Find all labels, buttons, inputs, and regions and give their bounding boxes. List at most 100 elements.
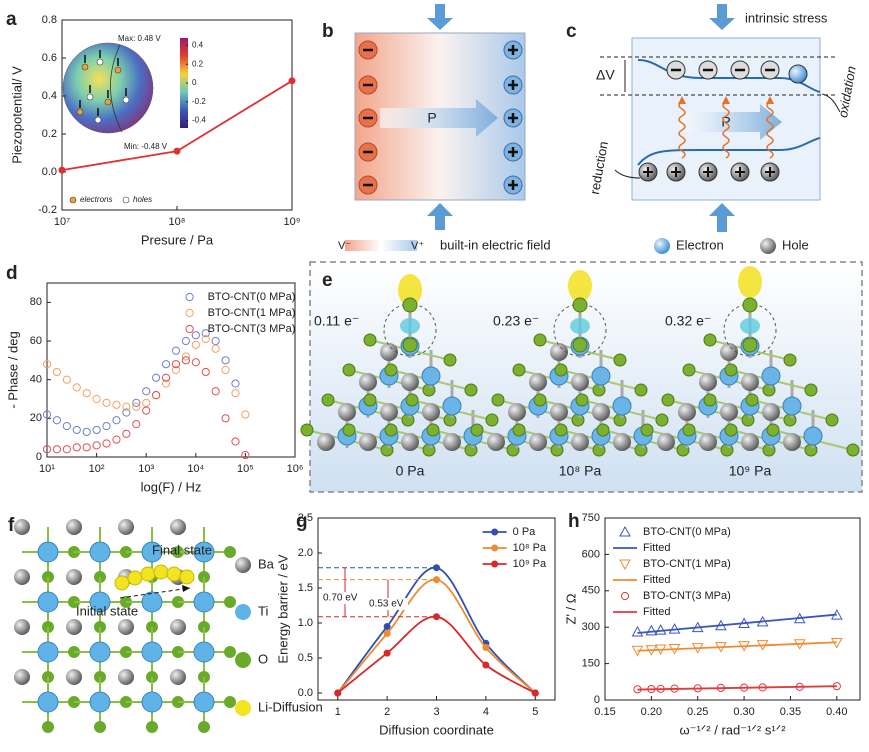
marker — [72, 443, 81, 452]
oxygen — [224, 546, 236, 558]
y-tick-label: 2.5 — [298, 512, 313, 524]
pressure-label: 10⁸ Pa — [559, 463, 602, 479]
x-tick-label: 4 — [483, 706, 489, 718]
field-bar — [345, 240, 417, 251]
oxygen — [655, 413, 669, 427]
panel-label: f — [8, 515, 15, 536]
oxygen — [741, 413, 755, 427]
oxygen — [766, 423, 780, 437]
charge-label: 0.32 e⁻ — [665, 313, 711, 329]
stress-label: intrinsic stress — [745, 10, 828, 25]
electron — [788, 64, 808, 84]
barium — [678, 403, 696, 421]
oxygen — [422, 443, 436, 457]
marker — [181, 352, 190, 361]
polarization-label: P — [427, 110, 436, 126]
marker — [383, 630, 391, 637]
polarization-label: P — [721, 114, 730, 130]
titanium — [141, 691, 163, 713]
barium — [66, 569, 82, 585]
conduction-band — [637, 59, 821, 93]
x-tick-label: 10⁷ — [54, 216, 70, 228]
x-tick-label: 10⁹ — [284, 216, 301, 228]
barium — [613, 433, 631, 451]
oxygen — [550, 443, 564, 457]
x-tick-label: 2 — [384, 706, 390, 718]
min-label: Min: -0.48 V — [124, 142, 168, 151]
lithium — [572, 337, 588, 353]
electron — [81, 63, 89, 71]
marker — [142, 387, 151, 396]
marker — [482, 661, 490, 669]
barium — [380, 343, 398, 361]
barium — [380, 403, 398, 421]
barium — [66, 519, 82, 535]
barium — [66, 619, 82, 635]
oxygen — [533, 333, 547, 347]
oxygen — [720, 443, 734, 457]
marker — [52, 367, 62, 377]
legend-neg: V⁻ — [338, 240, 351, 252]
titanium — [193, 541, 215, 563]
legend-marker — [619, 525, 631, 537]
valence-band — [637, 137, 821, 166]
marker — [92, 425, 101, 435]
marker — [142, 398, 151, 407]
legend-marker — [69, 196, 77, 204]
marker — [161, 379, 171, 388]
panel-label: e — [322, 270, 333, 291]
legend-ti — [235, 604, 251, 620]
legend-text: Li-Diffusion — [258, 699, 323, 714]
crystal — [14, 519, 236, 733]
annotation: 0.53 eV — [369, 599, 404, 610]
barium — [762, 403, 780, 421]
oxygen — [661, 393, 675, 407]
photon — [766, 101, 774, 159]
legend-label: BTO-CNT(3 MPa) — [208, 323, 296, 335]
stress-arrows — [709, 4, 735, 232]
marker — [112, 435, 121, 444]
marker — [142, 406, 151, 415]
lithium — [153, 564, 169, 580]
oxygen — [634, 383, 648, 397]
marker — [132, 398, 141, 407]
barium — [118, 619, 134, 635]
marker — [211, 387, 220, 396]
oxygen — [592, 443, 606, 457]
initial-state-label: Initial state — [76, 603, 138, 618]
marker — [171, 346, 181, 355]
lithium — [127, 570, 143, 586]
barium — [529, 433, 547, 451]
legend: BTO-CNT(0 MPa) Fitted BTO-CNT(1 MPa) Fitted… — [613, 526, 731, 618]
y-tick-label: 0.0 — [42, 166, 57, 178]
barium — [401, 373, 419, 391]
marker — [52, 445, 62, 454]
barium — [699, 373, 717, 391]
oxygen — [634, 443, 648, 457]
polarization-arrow — [680, 104, 782, 140]
colorbar-tick-label: -0.4 — [192, 116, 206, 125]
legend-marker — [491, 560, 499, 568]
marker — [241, 410, 250, 419]
hole — [122, 96, 130, 104]
y-tick-label: 1.5 — [298, 582, 313, 594]
charge-label: 0.11 e⁻ — [314, 313, 359, 329]
annotation-bg — [322, 592, 362, 604]
y-tick-label: 40 — [30, 374, 42, 386]
x-tick-label: 0.25 — [687, 706, 708, 718]
hole — [94, 116, 102, 124]
legend-label: Fitted — [643, 574, 671, 586]
legend-pos: V⁺ — [411, 240, 424, 252]
x-tick-label: 0.20 — [641, 706, 662, 718]
barium — [338, 403, 356, 421]
series-line — [637, 685, 837, 691]
legend-text: O — [258, 651, 268, 666]
oxygen — [363, 393, 377, 407]
oxygen — [846, 443, 860, 457]
barium — [571, 373, 589, 391]
x-tick-label: 3 — [433, 706, 439, 718]
sphere-cut — [110, 44, 123, 133]
diffusion-arrowhead — [182, 585, 190, 592]
titanium — [803, 426, 823, 446]
stress-arrows — [427, 4, 453, 230]
